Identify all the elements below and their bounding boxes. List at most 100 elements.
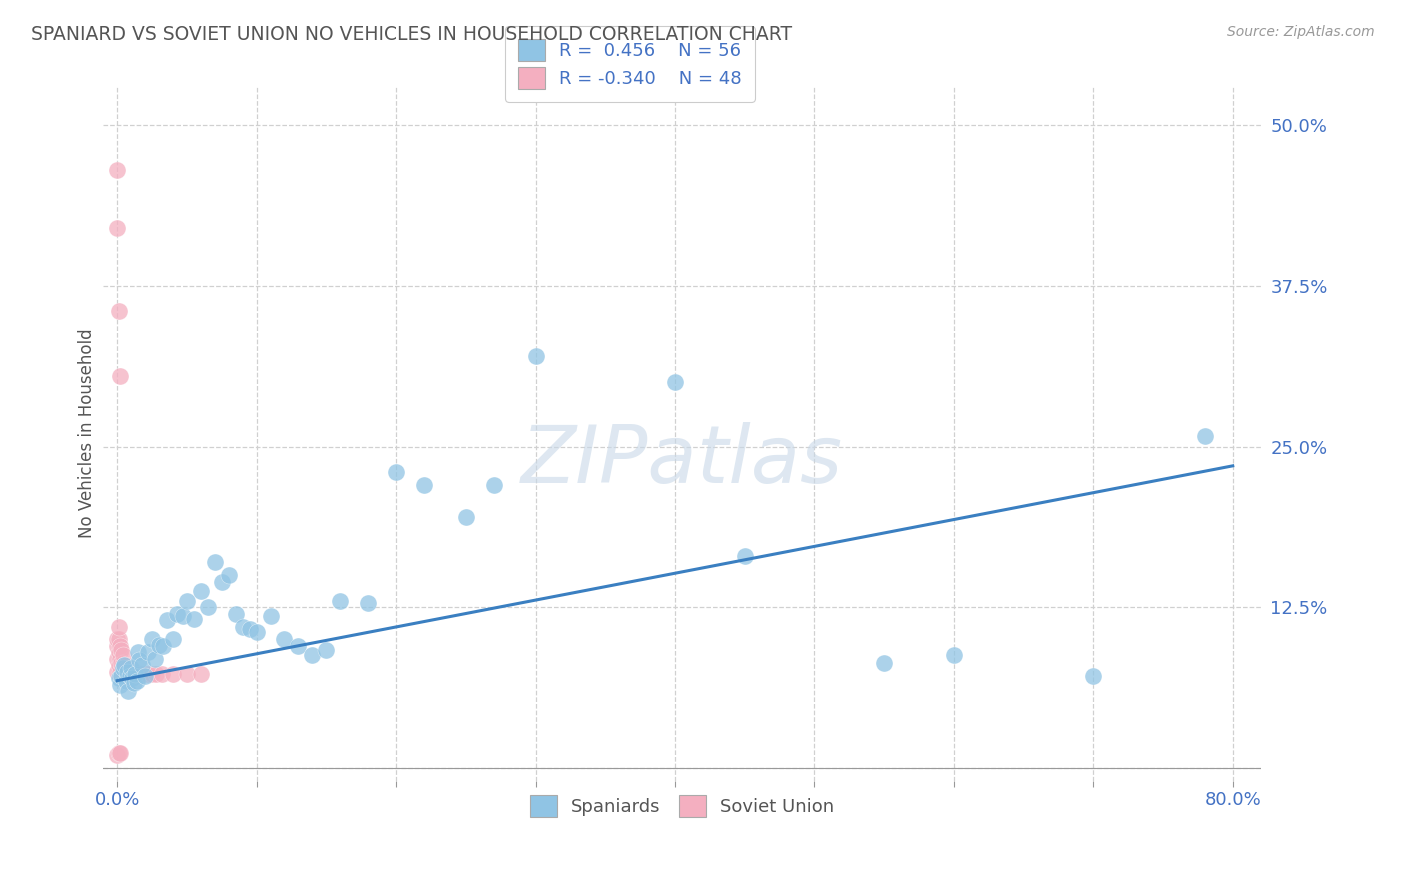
Point <box>121 671 143 685</box>
Point <box>111 656 134 670</box>
Point <box>136 645 159 659</box>
Point <box>108 368 131 383</box>
Point <box>114 673 136 688</box>
Point <box>115 665 138 679</box>
Point <box>287 639 309 653</box>
Point <box>664 376 686 390</box>
Point <box>108 639 131 653</box>
Point <box>110 642 132 657</box>
Text: ZIPatlas: ZIPatlas <box>520 423 844 500</box>
Point <box>112 658 135 673</box>
Text: SPANIARD VS SOVIET UNION NO VEHICLES IN HOUSEHOLD CORRELATION CHART: SPANIARD VS SOVIET UNION NO VEHICLES IN … <box>31 25 792 44</box>
Point <box>131 658 153 673</box>
Point <box>166 607 188 621</box>
Point <box>143 652 166 666</box>
Point <box>172 609 194 624</box>
Point <box>105 220 128 235</box>
Point <box>197 600 219 615</box>
Point <box>115 661 138 675</box>
Point <box>107 304 129 318</box>
Point <box>211 574 233 589</box>
Point <box>110 668 132 682</box>
Point <box>115 667 138 681</box>
Point <box>204 555 226 569</box>
Point <box>225 607 247 621</box>
Point <box>105 632 128 647</box>
Point <box>107 658 129 673</box>
Point <box>118 667 141 681</box>
Point <box>107 645 129 659</box>
Point <box>108 652 131 666</box>
Point <box>125 665 148 680</box>
Point <box>121 665 143 679</box>
Point <box>148 638 170 652</box>
Point <box>873 656 896 670</box>
Point <box>124 667 146 681</box>
Point <box>128 653 150 667</box>
Point <box>259 609 281 624</box>
Point <box>117 684 139 698</box>
Point <box>105 748 128 763</box>
Point <box>127 667 149 681</box>
Point <box>357 597 380 611</box>
Point <box>112 658 135 673</box>
Point <box>152 639 174 653</box>
Point <box>190 667 212 681</box>
Point <box>385 465 408 479</box>
Point <box>127 645 149 659</box>
Point <box>118 668 141 682</box>
Point <box>117 668 139 682</box>
Point <box>156 613 179 627</box>
Point <box>176 667 198 681</box>
Point <box>108 746 131 760</box>
Point <box>246 624 269 639</box>
Point <box>1194 429 1216 443</box>
Point <box>190 583 212 598</box>
Point <box>124 667 146 681</box>
Point <box>105 665 128 679</box>
Point <box>107 620 129 634</box>
Point <box>273 632 295 647</box>
Point <box>112 668 135 682</box>
Point <box>107 746 129 760</box>
Point <box>114 658 136 673</box>
Point <box>413 478 436 492</box>
Point <box>111 648 134 662</box>
Point <box>134 668 156 682</box>
Point <box>232 620 254 634</box>
Point <box>107 632 129 647</box>
Point <box>942 648 965 662</box>
Point <box>183 612 205 626</box>
Point <box>134 667 156 681</box>
Point <box>128 667 150 681</box>
Point <box>150 667 173 681</box>
Legend: Spaniards, Soviet Union: Spaniards, Soviet Union <box>523 788 842 824</box>
Point <box>111 661 134 675</box>
Point <box>301 648 323 662</box>
Point <box>315 642 337 657</box>
Point <box>105 163 128 178</box>
Point <box>482 478 505 492</box>
Point <box>110 656 132 670</box>
Point <box>108 665 131 679</box>
Point <box>141 667 163 681</box>
Point <box>107 671 129 685</box>
Point <box>329 594 352 608</box>
Point <box>162 667 184 681</box>
Point <box>125 673 148 688</box>
Point <box>239 622 262 636</box>
Point <box>218 568 240 582</box>
Point <box>114 668 136 682</box>
Point <box>131 667 153 681</box>
Point <box>1083 668 1105 682</box>
Point <box>105 652 128 666</box>
Point <box>108 677 131 691</box>
Text: Source: ZipAtlas.com: Source: ZipAtlas.com <box>1227 25 1375 39</box>
Point <box>110 668 132 682</box>
Point <box>176 594 198 608</box>
Point <box>111 668 134 682</box>
Point <box>145 667 167 681</box>
Y-axis label: No Vehicles in Household: No Vehicles in Household <box>79 329 96 539</box>
Point <box>141 632 163 647</box>
Point <box>122 676 145 690</box>
